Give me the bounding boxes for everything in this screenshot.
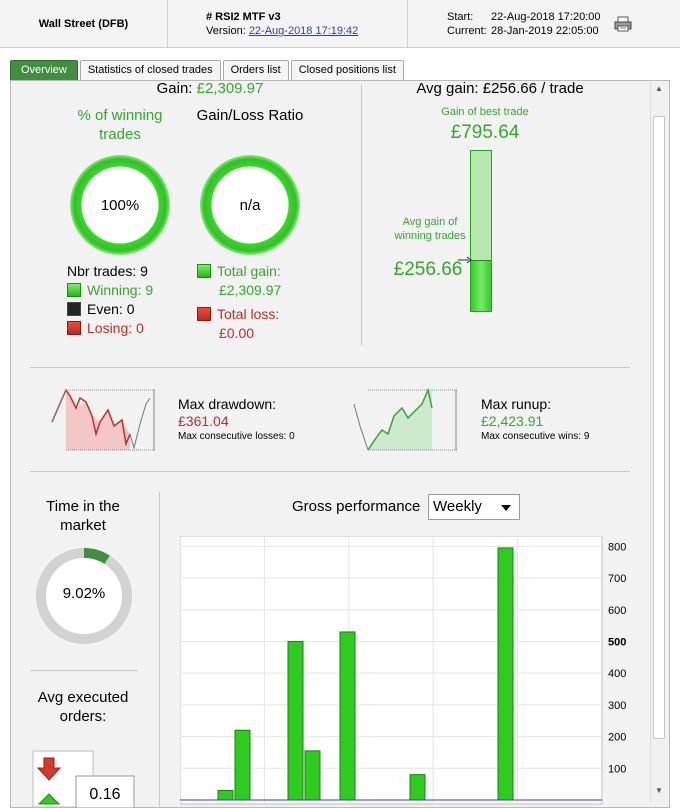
runup-label: Max runup: xyxy=(481,396,552,412)
y-tick-800: 800 xyxy=(608,541,626,553)
runup-block: Max runup: £2,423.91 Max consecutive win… xyxy=(481,396,589,443)
start-value: 22-Aug-2018 17:20:00 xyxy=(491,11,601,23)
y-tick-700: 700 xyxy=(608,573,626,585)
best-trade-value: £795.64 xyxy=(450,122,520,143)
section-divider-2 xyxy=(30,471,630,472)
bar-2 xyxy=(287,640,304,801)
winning-value: 100% xyxy=(100,196,140,214)
tab-statistics[interactable]: Statistics of closed trades xyxy=(79,60,221,80)
vertical-scrollbar[interactable]: ▲ ▼ xyxy=(650,82,666,802)
period-select[interactable]: Weekly xyxy=(428,494,520,520)
tab-bar: Overview Statistics of closed trades Ord… xyxy=(10,60,406,80)
current-value: 28-Jan-2019 22:05:00 xyxy=(491,25,599,37)
total-loss-swatch xyxy=(197,307,211,321)
total-gain-label: Total gain: xyxy=(217,263,281,279)
trades-legend: Nbr trades: 9 Winning: 9 Even: 0 Losing:… xyxy=(67,262,197,338)
drawdown-sub: Max consecutive losses: 0 xyxy=(178,431,295,442)
top-divider xyxy=(361,84,362,346)
tab-orders-list[interactable]: Orders list xyxy=(222,60,289,80)
bar-4 xyxy=(339,631,356,801)
gain-label: Gain: xyxy=(156,80,193,97)
version-link[interactable]: 22-Aug-2018 17:19:42 xyxy=(248,25,359,37)
gross-performance-chart: 100 200 300 400 500 600 700 800 xyxy=(180,536,626,805)
even-row: Even: 0 xyxy=(67,300,197,319)
strategy-info: # RSI2 MTF v3 Version: 22-Aug-2018 17:19… xyxy=(168,0,408,48)
total-gain-row: Total gain: xyxy=(197,262,337,281)
total-gain-swatch xyxy=(197,264,211,278)
bar-3 xyxy=(304,750,321,801)
bar-1 xyxy=(234,729,251,801)
winning-title: % of winning trades xyxy=(77,107,163,143)
winning-gauge: 100% xyxy=(70,155,170,255)
winning-row: Winning: 9 xyxy=(67,281,197,300)
total-loss-label: Total loss: xyxy=(217,306,280,322)
avg-gain-title: Avg gain: £256.66 / trade xyxy=(416,80,584,97)
avg-winning-value: £256.66 xyxy=(393,259,463,280)
totals-legend: Total gain: £2,309.97 Total loss: £0.00 xyxy=(197,262,337,343)
gainloss-gauge: n/a xyxy=(200,155,300,255)
avg-orders-title: Avg executed orders: xyxy=(37,689,129,725)
avg-gain-bar xyxy=(470,150,492,312)
current-label: Current: xyxy=(447,25,487,37)
tab-closed-positions[interactable]: Closed positions list xyxy=(290,60,404,80)
winning-count: Winning: 9 xyxy=(87,282,154,298)
start-label: Start: xyxy=(447,11,474,23)
losing-row: Losing: 0 xyxy=(67,319,197,338)
broker-name: Wall Street (DFB) xyxy=(0,0,168,48)
runup-sub: Max consecutive wins: 9 xyxy=(481,431,590,442)
nbr-trades: Nbr trades: 9 xyxy=(67,263,148,279)
even-swatch xyxy=(67,302,81,316)
strategy-name: # RSI2 MTF v3 xyxy=(206,11,281,23)
losing-count: Losing: 0 xyxy=(87,320,144,336)
gain-summary: Gain: £2,309.97 xyxy=(110,80,310,97)
printer-icon[interactable] xyxy=(614,16,632,32)
y-tick-600: 600 xyxy=(608,605,626,617)
section-divider-1 xyxy=(30,367,630,368)
time-market-title: Time in the market xyxy=(46,498,120,534)
total-loss-value: £0.00 xyxy=(219,325,255,341)
bar-5 xyxy=(409,774,426,801)
bar-6 xyxy=(497,547,514,801)
time-market-gauge xyxy=(36,548,132,644)
gainloss-value: n/a xyxy=(239,196,261,214)
y-tick-400: 400 xyxy=(608,668,626,680)
scroll-thumb[interactable] xyxy=(653,116,665,739)
scroll-up-icon[interactable]: ▲ xyxy=(655,84,663,93)
drawdown-label: Max drawdown: xyxy=(178,396,277,412)
chevron-down-icon xyxy=(501,505,511,511)
total-gain-value: £2,309.97 xyxy=(219,282,282,298)
drawdown-sparkline xyxy=(51,388,156,451)
y-tick-500: 500 xyxy=(608,636,626,648)
date-range: Start: 22-Aug-2018 17:20:00 Current: 28-Ja… xyxy=(408,0,680,48)
bar-0 xyxy=(217,789,234,801)
section-divider-3 xyxy=(30,670,138,671)
tab-overview[interactable]: Overview xyxy=(10,60,78,80)
gain-value: £2,309.97 xyxy=(196,80,264,97)
gross-title: Gross performance xyxy=(292,498,421,515)
time-market-value: 9.02% xyxy=(62,585,106,602)
orders-card xyxy=(32,750,135,808)
runup-value: £2,423.91 xyxy=(481,413,544,429)
avg-gain-fill xyxy=(471,259,491,311)
version-label: Version: xyxy=(206,25,246,37)
pointer-arrow-icon xyxy=(458,256,472,264)
drawdown-block: Max drawdown: £361.04 Max consecutive lo… xyxy=(178,396,295,443)
y-tick-100: 100 xyxy=(608,763,626,775)
y-tick-300: 300 xyxy=(608,700,626,712)
bottom-divider xyxy=(159,492,160,808)
total-loss-row: Total loss: xyxy=(197,305,337,324)
gainloss-title: Gain/Loss Ratio xyxy=(196,107,304,124)
losing-swatch xyxy=(67,321,81,335)
winning-swatch xyxy=(67,283,81,297)
runup-sparkline xyxy=(353,387,458,451)
y-tick-200: 200 xyxy=(608,732,626,744)
avg-orders-value: 0.16 xyxy=(89,786,121,803)
period-value: Weekly xyxy=(433,498,482,515)
drawdown-value: £361.04 xyxy=(178,413,229,429)
report-header: Wall Street (DFB) # RSI2 MTF v3 Version:… xyxy=(0,0,680,48)
best-trade-label: Gain of best trade xyxy=(441,106,529,118)
even-count: Even: 0 xyxy=(87,301,135,317)
avg-winning-label: Avg gain of winning trades xyxy=(394,216,466,242)
scroll-down-icon[interactable]: ▼ xyxy=(655,786,663,795)
